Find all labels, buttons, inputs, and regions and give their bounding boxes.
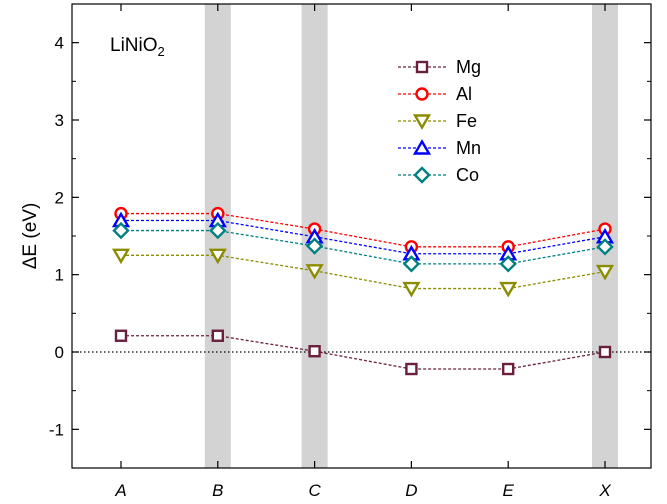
series-line-Fe <box>121 254 606 290</box>
legend-marker-Co <box>413 166 431 184</box>
highlight-bands <box>204 4 618 468</box>
marker-Co-X <box>596 238 614 256</box>
legend-label-Al: Al <box>456 84 472 104</box>
y-tick-label: 3 <box>55 111 64 130</box>
marker-Mg-B <box>211 329 225 342</box>
compound-label: LiNiO2 <box>110 35 165 59</box>
y-tick-label: 0 <box>55 343 64 362</box>
compound-label-subscript: 2 <box>158 44 165 59</box>
legend-marker-Al <box>415 87 429 101</box>
y-tick-label: -1 <box>49 420 64 439</box>
marker-Co-B <box>209 221 227 240</box>
y-tick-label: 1 <box>55 266 64 285</box>
legend-marker-Fe <box>412 114 432 130</box>
y-tick-label: 2 <box>55 188 64 207</box>
y-tick-label: 4 <box>55 34 64 53</box>
marker-Mg-A <box>114 329 128 342</box>
marker-Fe-X <box>595 264 615 281</box>
x-tick-label-A: A <box>114 481 126 500</box>
marker-Mg-E <box>502 362 515 376</box>
marker-Fe-A <box>111 248 131 265</box>
marker-Mg-X <box>598 345 612 359</box>
compound-label-main: LiNiO <box>110 35 158 56</box>
x-tick-label-D: D <box>405 481 417 500</box>
legend: Mg Al Fe Mn Co <box>398 57 481 185</box>
legend-label-Fe: Fe <box>456 111 477 131</box>
x-tick-label-C: C <box>308 481 321 500</box>
x-tick-label-X: X <box>598 481 611 500</box>
marker-Fe-D <box>402 281 421 298</box>
marker-Fe-B <box>208 248 227 265</box>
legend-label-Co: Co <box>456 165 479 185</box>
x-tick-label-E: E <box>503 481 515 500</box>
marker-Co-D <box>402 255 421 273</box>
y-ticks: -1 0 1 2 3 4 <box>49 3 651 469</box>
legend-marker-Mn <box>412 139 432 155</box>
series-markers <box>111 206 615 376</box>
series-line-Mg <box>121 335 606 370</box>
marker-Co-C <box>305 237 324 255</box>
marker-Co-E <box>499 255 517 273</box>
series-line-Mn <box>121 219 606 255</box>
marker-Fe-E <box>499 281 518 298</box>
series-line-Co <box>121 229 606 265</box>
marker-Co-A <box>112 221 130 240</box>
x-tick-label-B: B <box>212 481 223 500</box>
marker-Mg-C <box>308 345 321 358</box>
legend-label-Mn: Mn <box>456 138 481 158</box>
marker-Mg-D <box>405 362 418 376</box>
marker-Fe-C <box>305 264 324 280</box>
legend-marker-Mg <box>415 60 429 74</box>
series-line-Al <box>121 212 606 248</box>
series-lines <box>121 212 606 370</box>
y-axis-label: ΔE (eV) <box>20 203 41 270</box>
legend-label-Mg: Mg <box>456 57 481 77</box>
